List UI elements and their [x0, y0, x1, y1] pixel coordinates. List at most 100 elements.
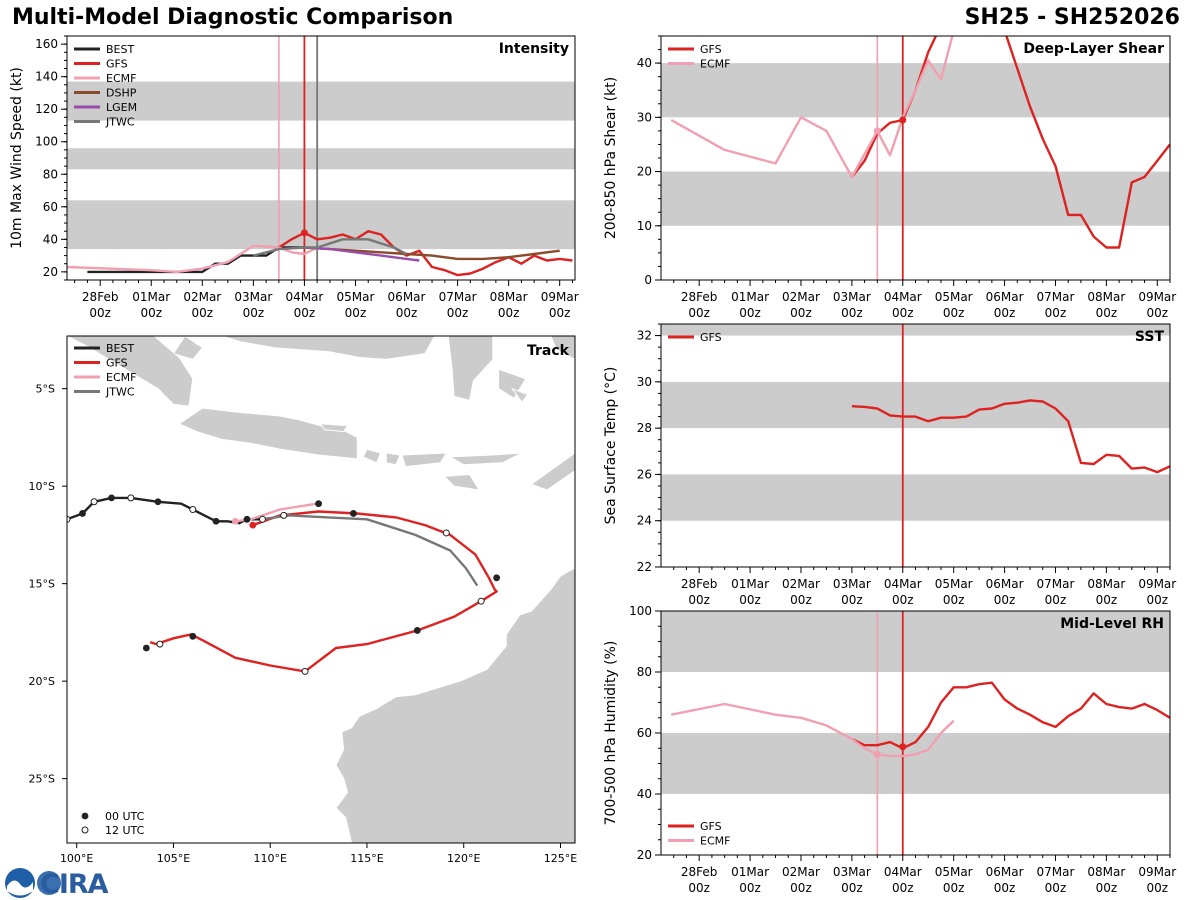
y-tick-label: 140 — [35, 70, 58, 84]
legend-label: JTWC — [105, 116, 135, 129]
lat-tick-label: 5°S — [36, 383, 55, 396]
y-tick-label: 22 — [637, 560, 652, 574]
landmass — [335, 567, 575, 843]
x-tick-label-hour: 00z — [841, 306, 863, 320]
series-line-gfs — [278, 229, 573, 277]
y-tick-label: 80 — [43, 167, 58, 181]
landmass — [67, 336, 194, 407]
x-tick-label-day: 01Mar — [132, 290, 170, 304]
y-tick-label: 40 — [637, 56, 652, 70]
x-tick-label-day: 02Mar — [782, 865, 820, 879]
x-tick-label-hour: 00z — [790, 306, 812, 320]
x-tick-label-day: 08Mar — [490, 290, 528, 304]
x-tick-label-hour: 00z — [447, 306, 469, 320]
lat-tick-label: 25°S — [29, 773, 55, 786]
x-tick-label-day: 04Mar — [884, 577, 922, 591]
map-area — [67, 336, 575, 843]
x-tick-label-hour: 00z — [892, 593, 914, 607]
x-tick-label-day: 09Mar — [1138, 865, 1176, 879]
panel-title: Intensity — [499, 41, 569, 57]
marker-ecmf — [873, 127, 881, 135]
series-line-ecmf — [67, 244, 318, 274]
legend-label: ECMF — [106, 72, 136, 85]
x-tick-label-day: 01Mar — [731, 290, 769, 304]
y-tick-label: 32 — [637, 329, 652, 343]
x-tick-label-day: 28Feb — [681, 290, 718, 304]
landmass — [448, 452, 523, 466]
shaded-band — [661, 474, 1170, 521]
y-tick-label: 160 — [35, 37, 58, 51]
track-point-12utc — [156, 640, 164, 648]
x-tick-label-hour: 00z — [892, 306, 914, 320]
track-point-12utc — [90, 498, 98, 506]
series-line-gfs — [850, 36, 1170, 249]
track-line-jtwc — [260, 514, 479, 587]
y-tick-label: 20 — [43, 265, 58, 279]
track-point-00utc — [189, 632, 197, 640]
legend-marker-12utc — [81, 826, 89, 834]
x-tick-label-hour: 00z — [739, 881, 761, 895]
x-tick-label-hour: 00z — [89, 306, 111, 320]
x-tick-label-day: 05Mar — [935, 865, 973, 879]
x-tick-label-hour: 00z — [841, 881, 863, 895]
track-point-00utc — [79, 510, 86, 517]
x-tick-label-day: 28Feb — [82, 290, 119, 304]
x-tick-label-day: 06Mar — [986, 290, 1024, 304]
y-tick-label: 40 — [637, 787, 652, 801]
lon-tick-label: 115°E — [350, 852, 383, 865]
x-tick-label-hour: 00z — [549, 306, 571, 320]
marker-ecmf — [873, 750, 881, 758]
track-point-00utc — [108, 494, 115, 502]
x-tick-label-hour: 00z — [841, 593, 863, 607]
figure-title: Multi-Model Diagnostic Comparison — [12, 5, 454, 30]
x-tick-label-day: 07Mar — [1037, 290, 1075, 304]
panel-title: Mid-Level RH — [1060, 616, 1164, 632]
y-tick-label: 20 — [637, 165, 652, 179]
y-tick-label: 30 — [637, 375, 652, 389]
plot-area — [661, 324, 1170, 567]
noaa-cira-logo: CIRA — [5, 868, 110, 900]
legend-label: GFS — [700, 43, 722, 56]
lon-tick-label: 105°E — [157, 852, 190, 865]
y-tick-label: 28 — [637, 421, 652, 435]
track-point-00utc — [249, 521, 257, 529]
x-tick-label-day: 28Feb — [681, 577, 718, 591]
x-tick-label-hour: 00z — [994, 593, 1016, 607]
landmass — [362, 448, 382, 464]
storm-id: SH25 - SH252026 — [964, 5, 1180, 30]
track-point-00utc — [413, 627, 421, 634]
panel-title: Track — [527, 343, 570, 359]
track-point-12utc — [189, 506, 197, 514]
x-tick-label-hour: 00z — [1096, 306, 1118, 320]
y-tick-label: 120 — [35, 102, 58, 116]
shaded-band — [67, 81, 575, 121]
x-tick-label-day: 02Mar — [782, 577, 820, 591]
y-tick-label: 80 — [637, 665, 652, 679]
x-tick-label-hour: 00z — [943, 306, 965, 320]
landmass — [510, 387, 529, 404]
x-tick-label-day: 02Mar — [183, 290, 221, 304]
track-line-ecmf — [235, 502, 317, 523]
x-tick-label-day: 06Mar — [986, 577, 1024, 591]
legend-label: ECMF — [700, 835, 730, 848]
y-tick-label: 100 — [629, 604, 652, 618]
x-tick-label-day: 03Mar — [234, 290, 272, 304]
landmass — [385, 452, 401, 466]
track-point-00utc — [142, 644, 150, 652]
x-tick-label-day: 02Mar — [782, 290, 820, 304]
x-tick-label-hour: 00z — [1045, 881, 1067, 895]
x-tick-label-day: 08Mar — [1087, 290, 1125, 304]
legend-label: GFS — [700, 331, 722, 344]
track-point-12utc — [442, 529, 450, 537]
track-point-12utc — [127, 494, 135, 502]
legend-label: GFS — [106, 58, 128, 71]
x-tick-label-day: 09Mar — [1138, 577, 1176, 591]
x-tick-label-day: 07Mar — [1037, 865, 1075, 879]
track-point-00utc — [231, 517, 239, 525]
lon-tick-label: 125°E — [544, 852, 577, 865]
y-axis-label: 200-850 hPa Shear (kt) — [603, 77, 619, 239]
panel-intensity: 20 40 60 80 100 120 140 160 28Feb 00z 01Mar 00z 02Ma… — [9, 35, 579, 320]
y-tick-label: 26 — [637, 467, 652, 481]
x-tick-label-hour: 00z — [1146, 881, 1168, 895]
y-tick-label: 0 — [644, 273, 652, 287]
